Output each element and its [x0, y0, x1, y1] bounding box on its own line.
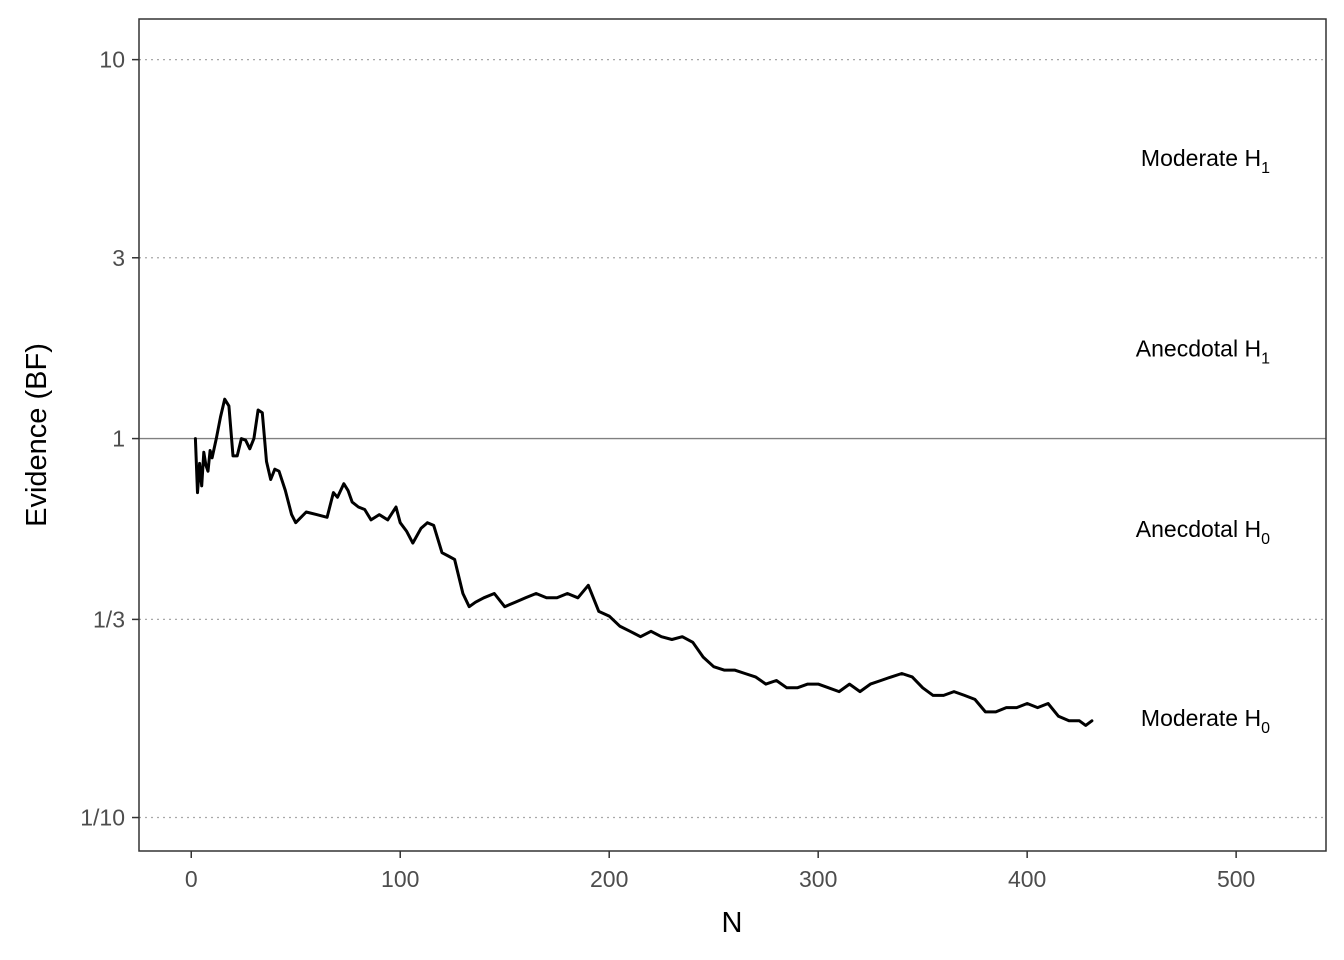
label-layer: Moderate H1 Anecdotal H1 Anecdotal H0 Moder…	[1136, 145, 1270, 737]
x-tick-label: 500	[1217, 866, 1255, 892]
y-tick-label: 3	[112, 245, 125, 271]
y-tick-label: 10	[99, 47, 125, 73]
region-label: Anecdotal H0	[1136, 516, 1270, 548]
y-axis-title: Evidence (BF)	[21, 343, 53, 527]
y-tick-label: 1/3	[93, 606, 125, 632]
region-label: Moderate H0	[1141, 705, 1270, 737]
x-axis-title: N	[722, 907, 743, 939]
axis-layer: 10 3 1 1/3 1/10 0 100 200 300 400 500	[80, 47, 1255, 892]
x-tick-label: 400	[1008, 866, 1046, 892]
x-tick-label: 300	[799, 866, 837, 892]
region-label: Anecdotal H1	[1136, 335, 1270, 367]
y-tick-label: 1/10	[80, 805, 125, 831]
panel-border	[138, 18, 1327, 852]
x-tick-label: 200	[590, 866, 628, 892]
x-tick-label: 100	[381, 866, 419, 892]
region-label: Moderate H1	[1141, 145, 1270, 177]
bf-series-line	[193, 397, 1094, 727]
x-tick-label: 0	[185, 866, 198, 892]
data-layer	[193, 397, 1094, 727]
grid-layer	[139, 58, 1326, 819]
y-tick-label: 1	[112, 426, 125, 452]
